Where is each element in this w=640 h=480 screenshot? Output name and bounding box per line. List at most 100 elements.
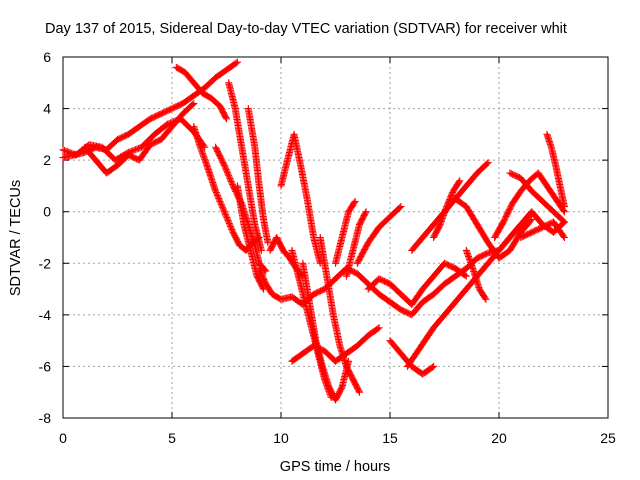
data-point <box>257 246 265 254</box>
x-tick-label: 20 <box>491 430 507 446</box>
y-tick-label: 2 <box>43 152 51 168</box>
data-point <box>456 177 464 185</box>
data-point <box>228 179 236 187</box>
data-point <box>361 209 369 217</box>
data-point <box>455 178 463 186</box>
y-tick-label: -8 <box>39 410 52 426</box>
data-point <box>59 146 67 154</box>
data-point <box>355 388 363 396</box>
data-point <box>215 194 223 202</box>
data-point <box>560 234 568 241</box>
data-point <box>397 203 405 211</box>
data-point <box>430 362 438 370</box>
data-point <box>212 189 220 197</box>
data-point <box>481 294 489 302</box>
data-point <box>221 163 229 171</box>
data-point <box>223 215 231 223</box>
x-tick-label: 15 <box>382 430 398 446</box>
data-point <box>129 147 137 155</box>
data-point <box>164 120 172 128</box>
data-point <box>355 387 363 395</box>
data-point <box>218 202 226 210</box>
data-point <box>559 232 567 240</box>
data-point <box>225 220 233 228</box>
data-point <box>233 58 241 66</box>
data-point <box>462 272 470 280</box>
data-point <box>63 148 71 156</box>
data-point <box>68 149 76 157</box>
data-point <box>219 205 227 213</box>
data-point <box>224 170 232 178</box>
data-point <box>165 119 173 127</box>
data-point <box>222 166 230 174</box>
data-point <box>223 169 231 177</box>
data-point <box>222 114 230 122</box>
data-point <box>351 197 359 205</box>
plot-frame <box>62 56 609 419</box>
y-axis-label: SDTVAR / TECUs <box>8 180 24 296</box>
data-point <box>223 167 231 175</box>
y-tick-label: 0 <box>43 204 51 220</box>
data-point <box>214 193 222 201</box>
x-tick-label: 25 <box>600 430 616 446</box>
data-point <box>560 218 568 226</box>
data-point <box>461 271 469 279</box>
data-point <box>396 204 404 212</box>
y-tick-label: -2 <box>39 255 52 271</box>
data-point <box>232 59 240 67</box>
data-point <box>350 199 358 207</box>
data-point <box>527 217 535 225</box>
data-point <box>227 178 235 186</box>
data-point <box>484 159 492 167</box>
data-point <box>66 149 74 157</box>
data-point <box>218 203 226 211</box>
x-tick-label: 10 <box>273 430 289 446</box>
data-point <box>224 217 232 225</box>
data-point <box>189 100 197 108</box>
data-point <box>226 175 234 183</box>
data-point <box>264 239 272 247</box>
data-point <box>226 221 234 229</box>
data-point <box>225 218 233 226</box>
data-point <box>222 211 230 219</box>
data-point <box>560 203 568 211</box>
data-point <box>133 145 141 153</box>
data-point <box>130 146 138 154</box>
data-point <box>222 212 230 220</box>
data-point <box>227 224 235 232</box>
data-point <box>362 208 370 216</box>
data-point <box>60 146 68 154</box>
x-tick-label: 5 <box>168 430 176 446</box>
data-point <box>220 161 228 169</box>
data-point <box>215 196 223 204</box>
data-point <box>217 200 225 208</box>
data-point <box>223 115 230 123</box>
chart-title: Day 137 of 2015, Sidereal Day-to-day VTE… <box>45 21 567 37</box>
data-point <box>62 147 70 155</box>
data-point <box>65 148 73 156</box>
data-point <box>228 225 236 233</box>
data-point <box>213 192 221 200</box>
x-tick-label: 0 <box>59 430 67 446</box>
data-point <box>227 176 235 184</box>
data-point <box>221 209 229 217</box>
y-tick-label: 4 <box>43 101 51 117</box>
data-point <box>225 173 233 181</box>
data-point <box>135 144 143 152</box>
data-point <box>482 295 490 303</box>
y-tick-label: -4 <box>39 307 52 323</box>
data-point <box>225 172 233 180</box>
data-point <box>216 197 224 205</box>
data-point <box>560 206 568 214</box>
grid <box>63 57 608 418</box>
data-point <box>217 199 225 207</box>
data-point <box>190 99 198 107</box>
data-point <box>222 164 230 172</box>
data-point <box>483 160 491 168</box>
ticks: 0 5 10 15 20 25 -8 -6 -4 -2 0 2 4 6 <box>39 49 616 446</box>
x-axis-label: GPS time / hours <box>280 459 390 475</box>
data-point <box>374 325 382 333</box>
data-point <box>223 214 231 222</box>
data-point <box>213 190 221 198</box>
data-points <box>59 58 568 404</box>
